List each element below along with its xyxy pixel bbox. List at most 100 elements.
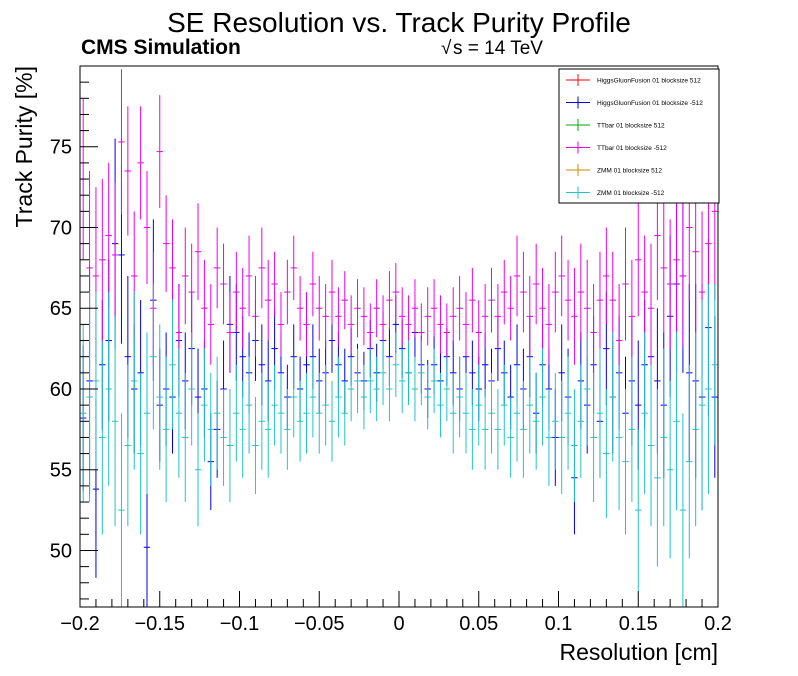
data-point	[647, 364, 655, 527]
data-point	[162, 356, 170, 503]
data-point	[233, 251, 240, 333]
y-axis-title: Track Purity [%]	[11, 66, 37, 227]
data-point	[641, 332, 648, 494]
data-point	[143, 482, 151, 607]
data-point	[418, 340, 425, 406]
legend-label: TTbar 01 blocksize 512	[597, 123, 665, 130]
data-point	[666, 380, 674, 559]
energy-label-root: √	[441, 38, 452, 59]
data-point	[475, 300, 482, 365]
legend-label: TTbar 01 blocksize -512	[597, 145, 667, 152]
data-point	[118, 69, 125, 215]
data-point	[290, 356, 297, 438]
legend-entry: HiggsGluonFusion 01 blocksize 512	[566, 74, 701, 86]
data-point	[603, 388, 610, 519]
data-point	[456, 275, 463, 341]
data-point	[80, 324, 87, 503]
y-tick-label: 65	[50, 298, 72, 320]
data-point	[341, 271, 348, 330]
data-point	[526, 356, 533, 454]
x-tick-label: 0	[393, 613, 404, 635]
x-tick-label: 0.15	[619, 613, 658, 635]
data-point	[622, 388, 629, 535]
data-point	[201, 259, 208, 357]
data-point	[437, 295, 444, 354]
data-point	[111, 316, 119, 527]
data-point	[628, 356, 636, 503]
data-point	[271, 364, 278, 446]
legend-box	[558, 68, 720, 204]
data-point	[399, 287, 406, 346]
data-point	[590, 284, 597, 381]
data-point	[596, 348, 604, 478]
data-point	[456, 356, 463, 438]
y-tick-label: 75	[50, 137, 72, 159]
data-point	[577, 243, 585, 341]
data-point	[360, 287, 368, 346]
axes: −0.2 −0.15 −0.1 −0.05 0 0.05 0.1 0.15 0.2 50 55 60 6…	[50, 65, 732, 635]
data-point	[462, 372, 470, 454]
data-point	[207, 284, 214, 365]
data-point	[296, 275, 304, 341]
data-point	[252, 397, 259, 494]
data-point	[143, 332, 151, 494]
data-point	[188, 332, 195, 446]
data-point	[239, 380, 246, 478]
data-point	[450, 287, 457, 346]
data-point	[265, 380, 272, 478]
chart-title: SE Resolution vs. Track Purity Profile	[167, 7, 631, 38]
data-point	[303, 292, 310, 357]
legend: HiggsGluonFusion 01 blocksize 512 HiggsGl…	[558, 68, 720, 204]
data-point	[290, 235, 297, 301]
data-point	[520, 380, 527, 478]
data-point	[111, 182, 119, 328]
data-point	[475, 364, 482, 446]
series-3	[80, 69, 718, 398]
x-tick-label: 0.2	[704, 613, 732, 635]
data-point	[660, 203, 667, 333]
data-point	[386, 271, 393, 330]
data-point	[622, 227, 629, 341]
x-tick-label: −0.1	[220, 613, 259, 635]
data-point	[316, 372, 323, 454]
data-point	[647, 243, 655, 373]
data-point	[194, 413, 202, 527]
data-point	[571, 388, 578, 503]
data-point	[552, 251, 559, 333]
data-point	[552, 372, 559, 470]
data-point	[137, 106, 144, 220]
data-point	[405, 340, 412, 406]
x-axis-title: Resolution [cm]	[559, 639, 718, 665]
legend-entry: ZMM 01 blocksize -512	[566, 186, 665, 199]
data-point	[545, 388, 553, 486]
data-point	[481, 284, 489, 349]
data-point	[558, 235, 565, 317]
data-point	[188, 243, 195, 341]
data-point	[660, 348, 667, 527]
data-point	[545, 284, 553, 365]
data-point	[169, 300, 176, 430]
data-point	[430, 279, 438, 338]
data-point	[488, 372, 495, 454]
data-point	[558, 380, 565, 494]
data-point	[354, 348, 361, 414]
data-point	[367, 348, 374, 414]
data-point	[156, 95, 163, 209]
data-point	[596, 251, 604, 349]
data-point	[162, 195, 170, 293]
data-point	[252, 275, 259, 357]
data-point	[213, 227, 221, 309]
data-point	[182, 372, 189, 503]
data-point	[686, 364, 693, 559]
data-point	[399, 348, 406, 414]
x-tick-label: 0.1	[545, 613, 573, 635]
data-point	[424, 287, 431, 346]
data-point	[137, 372, 144, 535]
data-point	[131, 292, 138, 470]
y-tick-label: 55	[50, 460, 72, 482]
data-point	[564, 356, 572, 470]
data-point	[226, 292, 234, 373]
data-point	[373, 356, 380, 422]
legend-label: HiggsGluonFusion 01 blocksize -512	[597, 100, 703, 107]
